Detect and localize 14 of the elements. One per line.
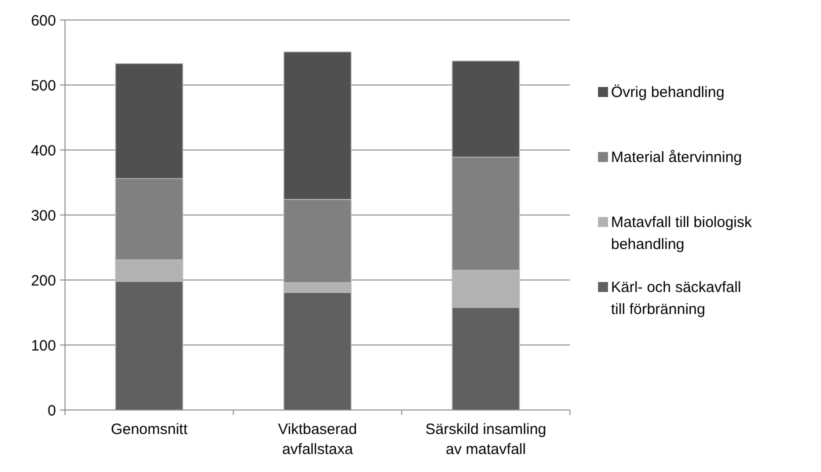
y-tick-label: 400 (30, 142, 56, 160)
legend-label: Övrig behandling (611, 84, 724, 101)
y-tick-label: 600 (30, 12, 56, 30)
x-tick-label: Särskild insamling av matavfall (425, 421, 546, 458)
y-tick-label: 500 (30, 77, 56, 94)
x-tick-label: Viktbaserad avfallstaxa (278, 421, 357, 458)
legend-label: Matavfall till biologisk behandling (611, 214, 752, 253)
y-tick-label: 100 (30, 337, 56, 354)
y-tick-label: 200 (30, 272, 56, 290)
y-tick-label: 0 (48, 402, 56, 420)
y-tick-label: 300 (30, 207, 56, 224)
legend-label: Material återvinning (611, 149, 742, 166)
x-tick-label: Genomsnitt (110, 421, 188, 438)
legend-label: Kärl- och säckavfall till förbränning (611, 279, 742, 318)
